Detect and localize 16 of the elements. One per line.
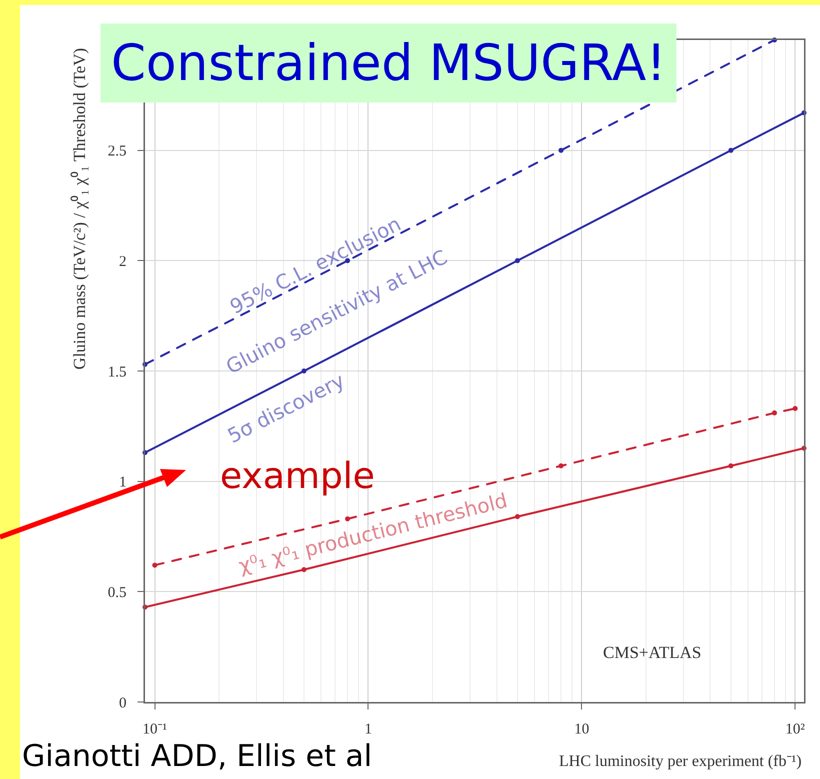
x-tick-label: 10² <box>785 722 806 738</box>
y-tick-label: 2.5 <box>108 144 126 160</box>
x-tick-label: 10 <box>574 722 590 738</box>
x-tick-label: 1 <box>364 722 372 738</box>
chart-title: Constrained MSUGRA! <box>111 34 666 92</box>
y-tick-label: 0 <box>119 695 126 712</box>
x-axis-title: LHC luminosity per experiment (fb⁻¹) <box>559 753 802 770</box>
y-axis-title: Gluino mass (TeV/c²) / χ⁰₁ χ⁰₁ Threshold (TeV) <box>70 48 89 370</box>
annotation: CMS+ATLAS <box>603 643 702 662</box>
y-tick-label: 0.5 <box>108 584 126 601</box>
x-tick-label: 10⁻¹ <box>142 722 168 738</box>
y-tick-label: 1 <box>119 474 126 491</box>
text: Gianotti ADD, Ellis et al <box>22 739 372 774</box>
y-tick-label: 2 <box>119 254 126 270</box>
annotation: example <box>220 456 375 497</box>
y-tick-label: 1.5 <box>108 364 126 380</box>
